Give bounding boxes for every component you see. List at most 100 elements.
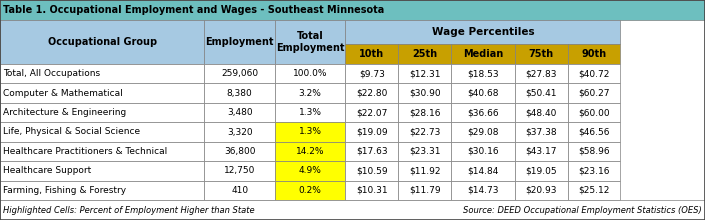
Text: 100.0%: 100.0% bbox=[293, 69, 327, 78]
Bar bbox=[275, 142, 345, 161]
Text: $28.16: $28.16 bbox=[409, 108, 441, 117]
Text: $11.92: $11.92 bbox=[409, 167, 441, 176]
Bar bbox=[345, 161, 398, 181]
Text: $22.73: $22.73 bbox=[409, 128, 441, 136]
Bar bbox=[515, 161, 568, 181]
Bar bbox=[204, 122, 275, 142]
Bar bbox=[568, 181, 620, 200]
Text: Architecture & Engineering: Architecture & Engineering bbox=[3, 108, 126, 117]
Bar bbox=[451, 44, 515, 64]
Bar bbox=[515, 103, 568, 122]
Bar bbox=[515, 44, 568, 64]
Text: $14.73: $14.73 bbox=[467, 186, 498, 195]
Text: Source: DEED Occupational Employment Statistics (OES): Source: DEED Occupational Employment Sta… bbox=[463, 206, 702, 214]
Text: $10.59: $10.59 bbox=[356, 167, 388, 176]
Bar bbox=[345, 122, 398, 142]
Bar bbox=[0, 122, 204, 142]
Bar bbox=[515, 83, 568, 103]
Text: $11.79: $11.79 bbox=[409, 186, 441, 195]
Bar bbox=[451, 142, 515, 161]
Text: $30.16: $30.16 bbox=[467, 147, 498, 156]
Bar bbox=[275, 64, 345, 83]
Text: $30.90: $30.90 bbox=[409, 88, 441, 97]
Text: 75th: 75th bbox=[529, 49, 553, 59]
Bar bbox=[0, 142, 204, 161]
Text: $58.96: $58.96 bbox=[578, 147, 610, 156]
Bar bbox=[275, 103, 345, 122]
Text: $37.38: $37.38 bbox=[525, 128, 557, 136]
Bar bbox=[398, 103, 451, 122]
Text: $60.27: $60.27 bbox=[578, 88, 610, 97]
Bar bbox=[275, 161, 345, 181]
Text: 1.3%: 1.3% bbox=[299, 128, 321, 136]
Text: $40.68: $40.68 bbox=[467, 88, 498, 97]
Bar bbox=[515, 142, 568, 161]
Text: $50.41: $50.41 bbox=[525, 88, 557, 97]
Text: 10th: 10th bbox=[360, 49, 384, 59]
Bar bbox=[398, 181, 451, 200]
Text: 3,320: 3,320 bbox=[227, 128, 252, 136]
Bar bbox=[451, 64, 515, 83]
Text: Farming, Fishing & Forestry: Farming, Fishing & Forestry bbox=[3, 186, 126, 195]
Text: 12,750: 12,750 bbox=[224, 167, 255, 176]
Text: $22.80: $22.80 bbox=[356, 88, 388, 97]
Text: $27.83: $27.83 bbox=[525, 69, 557, 78]
Bar bbox=[345, 64, 398, 83]
Text: $23.16: $23.16 bbox=[578, 167, 610, 176]
Text: Healthcare Practitioners & Technical: Healthcare Practitioners & Technical bbox=[3, 147, 167, 156]
Text: $46.56: $46.56 bbox=[578, 128, 610, 136]
Bar bbox=[0, 103, 204, 122]
Bar bbox=[0, 181, 204, 200]
Bar bbox=[0, 64, 204, 83]
Text: $10.31: $10.31 bbox=[356, 186, 388, 195]
Bar bbox=[345, 142, 398, 161]
Text: $19.09: $19.09 bbox=[356, 128, 388, 136]
Text: 90th: 90th bbox=[582, 49, 606, 59]
Bar bbox=[568, 64, 620, 83]
Text: $19.05: $19.05 bbox=[525, 167, 557, 176]
Bar bbox=[398, 161, 451, 181]
Bar bbox=[451, 83, 515, 103]
Text: Table 1. Occupational Employment and Wages - Southeast Minnesota: Table 1. Occupational Employment and Wag… bbox=[3, 5, 384, 15]
Text: Median: Median bbox=[462, 49, 503, 59]
Bar bbox=[568, 44, 620, 64]
Text: Life, Physical & Social Science: Life, Physical & Social Science bbox=[3, 128, 140, 136]
Bar bbox=[451, 181, 515, 200]
Bar bbox=[0, 200, 705, 220]
Text: 8,380: 8,380 bbox=[227, 88, 252, 97]
Text: 410: 410 bbox=[231, 186, 248, 195]
Bar bbox=[345, 44, 398, 64]
Bar bbox=[451, 161, 515, 181]
Text: Highlighted Cells: Percent of Employment Higher than State: Highlighted Cells: Percent of Employment… bbox=[3, 206, 255, 214]
Bar bbox=[204, 161, 275, 181]
Bar bbox=[275, 20, 345, 64]
Bar bbox=[398, 83, 451, 103]
Bar bbox=[398, 122, 451, 142]
Bar bbox=[451, 122, 515, 142]
Bar bbox=[398, 44, 451, 64]
Bar bbox=[345, 20, 620, 44]
Text: 25th: 25th bbox=[412, 49, 437, 59]
Text: $17.63: $17.63 bbox=[356, 147, 388, 156]
Text: $14.84: $14.84 bbox=[467, 167, 498, 176]
Bar bbox=[204, 181, 275, 200]
Text: $43.17: $43.17 bbox=[525, 147, 557, 156]
Text: $23.31: $23.31 bbox=[409, 147, 441, 156]
Text: 3.2%: 3.2% bbox=[299, 88, 321, 97]
Text: $22.07: $22.07 bbox=[356, 108, 388, 117]
Bar bbox=[204, 103, 275, 122]
Bar bbox=[204, 20, 275, 64]
Text: Computer & Mathematical: Computer & Mathematical bbox=[3, 88, 123, 97]
Text: $20.93: $20.93 bbox=[525, 186, 557, 195]
Bar bbox=[568, 161, 620, 181]
Bar bbox=[398, 142, 451, 161]
Bar bbox=[275, 122, 345, 142]
Bar bbox=[204, 64, 275, 83]
Bar bbox=[451, 103, 515, 122]
Bar bbox=[204, 83, 275, 103]
Text: Occupational Group: Occupational Group bbox=[48, 37, 157, 47]
Bar bbox=[568, 83, 620, 103]
Text: $25.12: $25.12 bbox=[578, 186, 610, 195]
Bar bbox=[0, 83, 204, 103]
Bar bbox=[0, 161, 204, 181]
